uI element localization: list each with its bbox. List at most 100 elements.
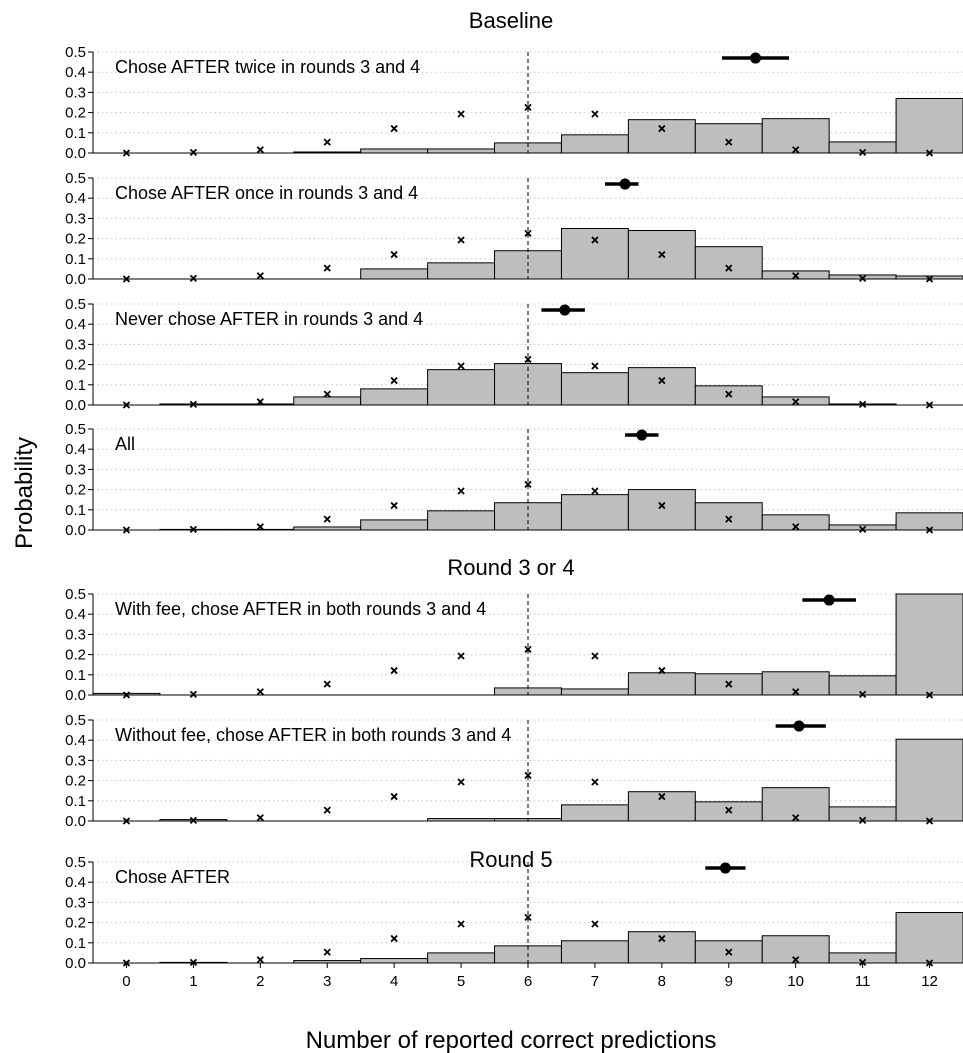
x-marker [792,523,800,531]
y-tick-label: 0.5 [65,296,86,313]
y-tick-label: 0.0 [65,271,86,288]
x-marker [189,525,198,534]
x-marker [725,390,733,398]
y-tick-label: 0.2 [65,482,86,499]
x-marker [390,934,398,943]
x-marker [256,146,264,154]
y-tick-label: 0.1 [65,793,86,810]
x-marker [457,110,465,118]
panel-5: 0.0 0.1 0.2 0.3 0.4 0.5 Without fee, chose AFT… [65,712,963,830]
x-marker [658,501,666,510]
x-marker [457,920,465,928]
y-tick-label: 0.4 [65,874,86,891]
y-tick-label: 0.4 [65,64,86,81]
y-tick-label: 0.4 [65,732,86,749]
x-marker [792,146,800,154]
bar [360,148,429,154]
x-marker [323,948,331,956]
x-marker [390,376,398,385]
bar [360,268,429,280]
y-tick-label: 0.3 [65,210,86,227]
x-marker [792,398,800,406]
x-marker [792,956,800,964]
x-tick-label: 10 [787,973,804,990]
x-tick-label: 11 [855,973,871,990]
x-marker [323,264,331,272]
bar [627,367,696,406]
y-tick-label: 0.1 [65,935,86,952]
x-marker [658,376,666,385]
y-tick-label: 0.5 [65,170,86,187]
x-marker [390,250,398,259]
x-marker [256,956,264,964]
x-marker [858,690,867,699]
x-marker [122,526,131,534]
y-tick-label: 0.0 [65,955,86,972]
y-tick-label: 0.5 [65,712,86,729]
x-marker [323,680,331,688]
y-tick-label: 0.3 [65,894,86,911]
x-marker [122,817,131,825]
bar [560,688,629,696]
bar [427,262,496,280]
x-tick-label: 7 [591,973,599,990]
x-marker [323,390,331,398]
panel-0: 0.0 0.1 0.2 0.3 0.4 0.5 Chose AFTER twice in r… [65,44,963,162]
panel-2: 0.0 0.1 0.2 0.3 0.4 0.5 Never chose AFTER in r… [65,296,963,414]
x-marker [524,229,532,237]
bar [694,123,763,154]
x-marker [591,362,599,370]
x-marker [122,149,131,157]
bar [360,388,429,406]
panel-label: Chose AFTER [115,867,230,887]
y-axis-label: Probability [11,437,38,549]
x-tick-label: 12 [921,973,938,990]
y-tick-label: 0.1 [65,377,86,394]
x-marker [725,680,733,688]
mean-point [823,594,835,606]
y-tick-label: 0.2 [65,357,86,374]
x-marker [457,362,465,370]
x-marker [189,400,198,409]
x-marker [122,959,131,967]
y-tick-label: 0.2 [65,915,86,932]
x-marker [256,688,264,696]
panel-label: Never chose AFTER in rounds 3 and 4 [115,309,423,329]
y-tick-label: 0.3 [65,626,86,643]
x-marker [457,778,465,786]
x-marker [390,666,398,675]
x-marker [725,138,733,146]
y-tick-label: 0.0 [65,522,86,539]
y-tick-label: 0.0 [65,687,86,704]
x-marker [323,138,331,146]
y-tick-label: 0.5 [65,421,86,438]
x-tick-label: 5 [457,973,465,990]
x-marker [658,666,666,675]
x-axis: 0 1 2 3 4 5 6 7 8 9 10 11 12 [122,963,938,990]
bar [427,952,496,964]
y-tick-label: 0.2 [65,231,86,248]
x-marker [925,691,934,699]
bar [895,912,963,964]
bar [293,396,362,406]
x-marker [925,817,934,825]
y-tick-label: 0.1 [65,667,86,684]
bar [560,804,629,822]
x-marker [591,487,599,495]
bar [761,787,830,822]
bar [627,119,696,154]
x-axis-label: Number of reported correct predictions [306,1027,717,1053]
y-tick-label: 0.2 [65,647,86,664]
mean-point [793,720,805,732]
x-tick-label: 0 [122,973,130,990]
bar [560,134,629,154]
bar [627,931,696,964]
x-marker [524,355,532,363]
bar [427,369,496,406]
x-marker [591,778,599,786]
panel-3: 0.0 0.1 0.2 0.3 0.4 0.5 All [65,421,963,539]
x-tick-label: 1 [189,973,197,990]
x-marker [725,948,733,956]
bar [427,510,496,531]
